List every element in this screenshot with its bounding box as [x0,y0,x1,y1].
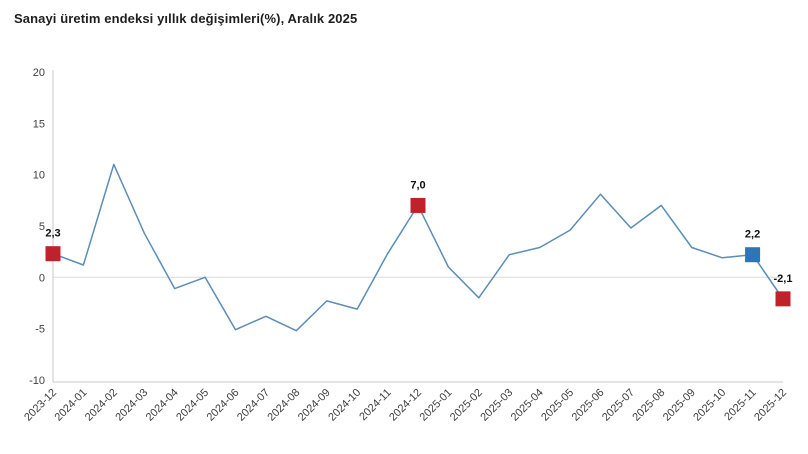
x-tick-label: 2024-06 [205,387,242,424]
x-tick-label: 2025-04 [509,387,546,424]
x-tick-label: 2024-09 [296,387,333,424]
y-tick-label: -5 [35,324,45,336]
y-tick-label: -10 [29,375,45,387]
x-tick-label: 2024-02 [83,387,120,424]
x-tick-label: 2025-03 [478,387,515,424]
x-tick-label: 2024-12 [387,387,424,424]
value-label-2025-12: -2,1 [774,273,793,285]
x-tick-label: 2024-07 [235,387,272,424]
x-tick-label: 2023-12 [22,387,59,424]
marker-2025-12 [775,291,791,307]
value-label-2025-11: 2,2 [745,229,760,241]
y-tick-label: 0 [39,272,45,284]
marker-2025-11 [745,247,761,263]
x-tick-label: 2025-09 [661,387,698,424]
x-tick-label: 2025-12 [752,387,789,424]
chart-title: Sanayi üretim endeksi yıllık değişimleri… [14,11,358,26]
y-tick-label: 15 [33,118,45,130]
x-tick-label: 2024-03 [113,387,150,424]
x-tick-label: 2025-07 [600,387,637,424]
value-label-2024-12: 7,0 [410,179,425,191]
marker-2024-12 [410,197,426,213]
x-tick-label: 2024-04 [144,387,181,424]
value-label-2023-12: 2,3 [45,228,60,240]
y-tick-label: 20 [33,67,45,79]
marker-2023-12 [45,246,61,262]
x-tick-label: 2025-02 [448,387,485,424]
y-tick-label: 10 [33,170,45,182]
x-tick-label: 2024-05 [174,387,211,424]
x-tick-label: 2024-08 [265,387,302,424]
y-tick-label: 5 [39,221,45,233]
x-tick-label: 2025-08 [630,387,667,424]
x-tick-label: 2025-05 [539,387,576,424]
x-tick-label: 2025-10 [691,387,728,424]
x-tick-label: 2024-10 [326,387,363,424]
x-tick-label: 2024-01 [53,387,90,424]
x-tick-label: 2025-06 [570,387,607,424]
x-tick-label: 2025-01 [418,387,455,424]
